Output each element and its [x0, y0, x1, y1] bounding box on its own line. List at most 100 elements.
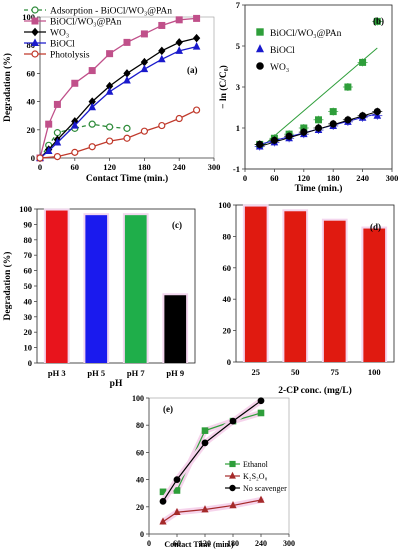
data-point: [173, 507, 181, 516]
legend-label: No scavenger: [243, 484, 287, 493]
y-tick-label: 0: [227, 357, 231, 367]
panel-d: 0 20 40 60 80 100 25 50 75 100 2-CP conc. (mg/L) (d…: [218, 200, 395, 396]
panel-label: (e): [163, 404, 173, 414]
y-tick-label: 60: [136, 448, 144, 457]
panel-label: (d): [370, 222, 381, 232]
data-point: [344, 116, 352, 124]
bar: [323, 220, 346, 362]
data-point: [106, 50, 114, 58]
data-point: [193, 14, 201, 22]
x-tick-label: 60: [173, 539, 181, 548]
y-tick-label: 0: [140, 530, 144, 539]
legend-marker: [255, 44, 265, 53]
y-tick-label: 100: [218, 200, 231, 210]
x-tick-label: 240: [255, 539, 267, 548]
data-point: [140, 127, 148, 135]
bar: [164, 295, 187, 363]
y-axis-title: − ln (C/C₀): [218, 65, 229, 109]
y-tick-label: 100: [132, 394, 144, 403]
data-point: [373, 107, 381, 116]
x-axis-title: pH: [110, 379, 123, 389]
data-point: [158, 21, 166, 29]
bar: [45, 210, 68, 363]
data-point: [300, 128, 308, 136]
data-point: [175, 46, 184, 54]
data-point: [53, 137, 62, 146]
bar: [244, 206, 267, 362]
x-tick-label: 180: [227, 539, 239, 548]
legend-marker: [229, 471, 236, 479]
data-point: [157, 54, 166, 63]
data-point: [88, 120, 96, 128]
y-tick-label: 0: [28, 358, 32, 368]
x-tick-label: 100: [368, 367, 381, 377]
legend-label: Adsorption - BiOCl/WO₃@PAn: [50, 7, 172, 17]
data-point: [123, 124, 131, 132]
y-tick-label: 40: [223, 294, 232, 304]
series-line: [39, 123, 128, 159]
data-point: [329, 108, 337, 116]
legend-marker: [31, 27, 39, 37]
data-point: [105, 123, 114, 131]
data-point: [159, 497, 167, 505]
data-point: [359, 58, 367, 66]
data-point: [193, 106, 201, 114]
y-axis-title: Degradation (%): [2, 252, 13, 321]
x-tick-label: 180: [138, 162, 151, 172]
data-point: [159, 517, 167, 525]
y-tick-label: 1: [236, 123, 240, 133]
bar: [284, 211, 307, 362]
x-tick-label: pH 7: [127, 368, 145, 378]
y-tick-label: 20: [24, 327, 33, 337]
panel-b: 0 60 120 180 240 300 -1 1 3 5 7 Time (min.) − ln (C/…: [218, 0, 398, 194]
legend-marker: [31, 38, 39, 46]
x-tick-label: 25: [252, 367, 261, 377]
panel-a: 0 60 120 180 240 300 0 20 40 60 80 100 Contact Time …: [2, 6, 220, 184]
data-point: [257, 397, 265, 405]
x-tick-label: 50: [291, 367, 300, 377]
legend-marker: [229, 484, 236, 492]
legend-marker: [229, 460, 236, 468]
legend-label: WO₃: [270, 63, 289, 73]
x-axis-title: Contact Time (min.): [164, 540, 234, 549]
y-tick-label: 50: [24, 281, 33, 291]
bar: [363, 228, 386, 362]
data-point: [105, 87, 114, 95]
x-axis-title: Time (min.): [295, 183, 343, 194]
panel-e: 0 60 120 180 240 300 0 20 40 60 80 100 Contact Time …: [132, 394, 295, 549]
bar: [124, 215, 147, 363]
y-tick-label: 20: [223, 326, 232, 336]
legend-label: BiOCl: [50, 40, 75, 50]
data-point: [70, 120, 79, 129]
x-tick-label: 0: [243, 173, 247, 183]
data-point: [45, 120, 53, 128]
y-tick-label: 60: [24, 266, 33, 276]
x-tick-label: 120: [199, 539, 211, 548]
x-tick-label: 60: [270, 173, 279, 183]
data-point: [175, 38, 183, 47]
data-point: [158, 46, 166, 56]
x-tick-label: pH 9: [166, 368, 184, 378]
y-tick-label: 0: [31, 153, 35, 163]
y-axis-title: Degradation (%): [2, 53, 13, 122]
x-tick-label: pH 3: [48, 368, 66, 378]
data-point: [175, 114, 183, 123]
x-tick-label: 300: [283, 539, 295, 548]
x-tick-label: 0: [147, 539, 151, 548]
data-point: [123, 38, 131, 46]
data-point: [359, 112, 367, 120]
y-tick-label: 40: [136, 476, 144, 485]
plot-frame: [235, 204, 395, 363]
y-tick-label: 10: [24, 343, 33, 353]
data-point: [192, 33, 201, 43]
legend-label: BiOCl: [270, 46, 295, 56]
y-tick-label: 60: [223, 263, 232, 273]
data-point: [314, 124, 323, 132]
y-tick-label: 80: [24, 235, 33, 245]
x-tick-label: 300: [386, 173, 399, 183]
series-line: [39, 45, 197, 159]
data-point: [201, 505, 209, 513]
data-point: [315, 116, 322, 124]
y-tick-label: 100: [19, 204, 32, 214]
data-point: [373, 17, 381, 25]
